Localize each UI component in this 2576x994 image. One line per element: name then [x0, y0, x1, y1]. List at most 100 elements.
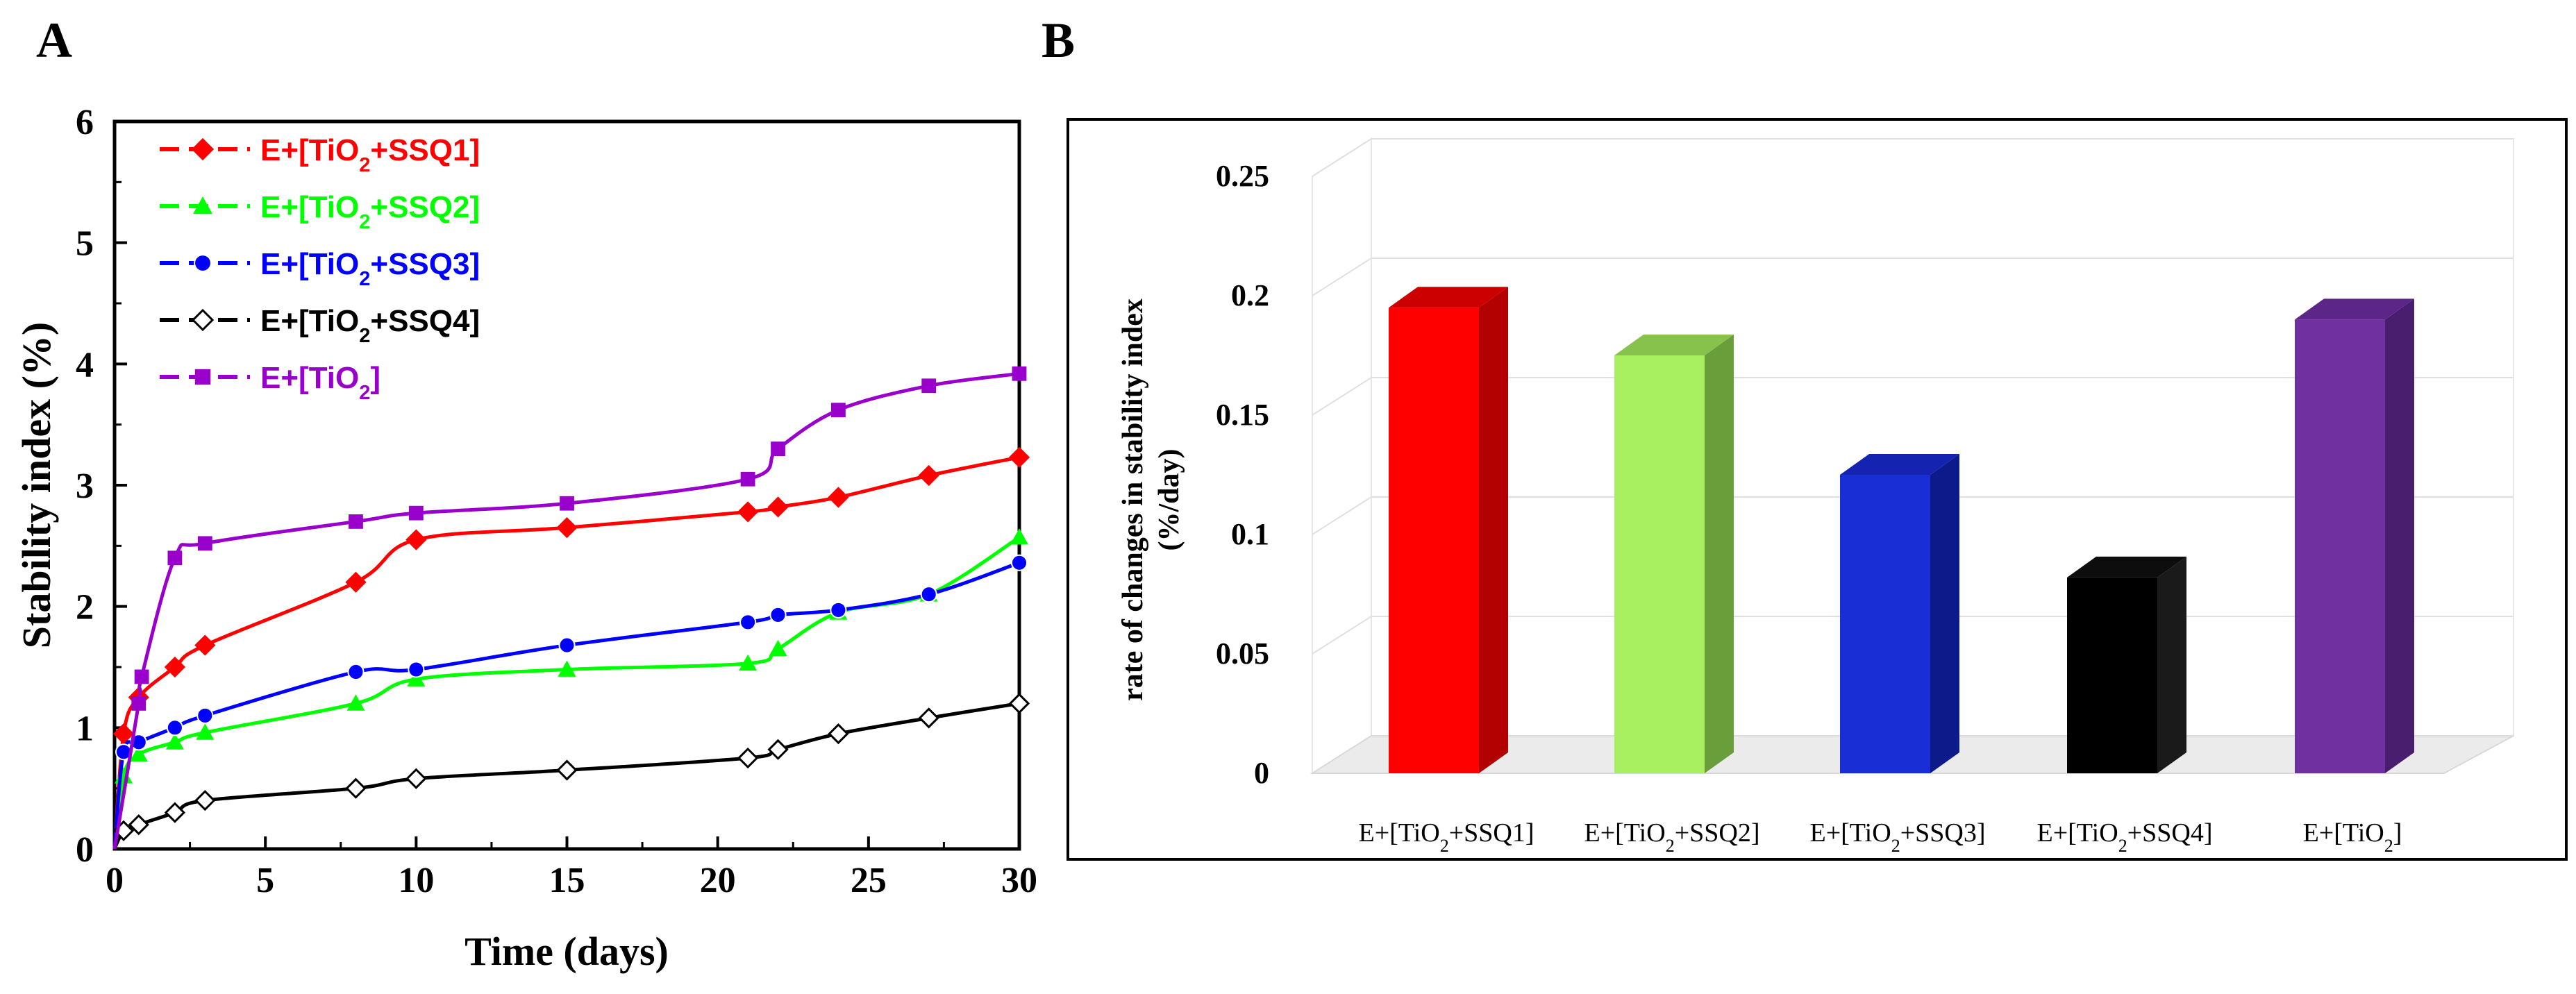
bar-side-3	[1930, 454, 1959, 773]
data-point	[194, 634, 216, 656]
data-point	[1010, 554, 1028, 571]
bar-side-1	[1479, 287, 1508, 773]
data-point	[769, 639, 787, 657]
bar-chart-b: 00.050.10.150.20.25 E+[TiO2+SSQ1] E+[TiO2…	[1067, 118, 2568, 861]
gridline-side	[1312, 258, 1372, 296]
bars-b	[1389, 287, 2414, 773]
category-label-5: E+[TiO2]	[2303, 818, 2402, 856]
data-point	[191, 308, 215, 332]
data-point	[115, 767, 133, 784]
data-point	[164, 802, 185, 823]
y-axis-title-a: Stability index (%)	[14, 322, 59, 649]
x-tick-label-a: 20	[700, 861, 736, 900]
gridline-side	[1312, 377, 1372, 416]
data-point	[828, 487, 849, 508]
y-tick-label-a: 3	[76, 466, 94, 506]
data-point	[112, 723, 135, 745]
bar-5	[2295, 319, 2385, 773]
data-point	[405, 529, 427, 550]
x-tick-label-a: 10	[398, 861, 434, 900]
data-point	[771, 441, 785, 456]
legend-label: E+[TiO2+SSQ1]	[260, 133, 480, 176]
bar-1	[1389, 308, 1479, 773]
x-tick-label-a: 0	[106, 861, 124, 900]
data-point	[737, 501, 759, 523]
data-point	[194, 790, 216, 811]
data-point	[164, 656, 185, 678]
data-point	[740, 471, 755, 487]
data-point	[556, 517, 578, 539]
legend-label: E+[TiO2+SSQ2]	[260, 190, 480, 233]
data-point	[767, 496, 789, 518]
x-tick-label-a: 15	[549, 861, 585, 900]
data-point	[558, 637, 576, 654]
x-tick-label-a: 25	[851, 861, 887, 900]
data-point	[134, 669, 149, 684]
data-point	[558, 660, 576, 677]
legend-a: E+[TiO2+SSQ1] E+[TiO2+SSQ2] E+[TiO2+SSQ3] E…	[160, 133, 480, 404]
data-point	[556, 759, 578, 781]
y-axis-title-b-line1: rate of changes in stability index	[1117, 298, 1149, 701]
y-tick-label-a: 1	[76, 709, 94, 748]
y-tick-label-a: 5	[76, 224, 94, 264]
data-point	[737, 747, 759, 769]
x-tick-label-a: 5	[256, 861, 274, 900]
y-tick-labels-b: 0 0.05 0.1 0.15 0.2 0.25	[1216, 159, 1269, 790]
legend-label: E+[TiO2]	[260, 361, 380, 404]
data-point	[1008, 693, 1030, 714]
data-point	[165, 733, 184, 750]
data-point	[197, 536, 212, 551]
data-point	[194, 254, 212, 272]
legend-label: E+[TiO2+SSQ3]	[260, 247, 480, 290]
data-point	[128, 814, 149, 836]
series-lines-a	[112, 366, 1030, 850]
bar-side-5	[2385, 298, 2414, 773]
bar-4	[2067, 577, 2157, 773]
legend-label: E+[TiO2+SSQ4]	[260, 304, 480, 347]
axis-ticks-a: 0 5 10 15 20 25 30 0 1 2 3 4 5 6	[76, 103, 1037, 900]
bar-2	[1614, 355, 1705, 773]
data-point	[560, 496, 574, 511]
y-tick-label-a: 2	[76, 588, 94, 627]
data-point	[739, 654, 758, 671]
data-point	[1010, 528, 1028, 545]
y-tick-label-b: 0.05	[1216, 637, 1269, 671]
y-tick-label-b: 0.1	[1231, 517, 1269, 551]
data-point	[405, 768, 427, 789]
x-tick-label-a: 30	[1001, 861, 1037, 900]
data-point	[918, 707, 939, 729]
category-labels-b: E+[TiO2+SSQ1] E+[TiO2+SSQ2] E+[TiO2+SSQ3] E…	[1359, 818, 2402, 856]
data-point	[166, 719, 183, 736]
bar-top-2	[1614, 335, 1734, 355]
series-line-2	[112, 535, 1021, 850]
data-point	[129, 745, 148, 762]
y-tick-label-a: 6	[76, 103, 94, 142]
data-point	[918, 464, 939, 487]
data-point	[769, 606, 787, 623]
data-point	[920, 586, 937, 603]
data-point	[345, 571, 367, 593]
category-label-2: E+[TiO2+SSQ2]	[1584, 818, 1760, 856]
data-point	[347, 663, 365, 681]
y-tick-label-b: 0.2	[1231, 278, 1269, 312]
data-point	[196, 707, 214, 724]
data-point	[131, 696, 147, 711]
side-wall	[1312, 137, 1372, 775]
category-label-3: E+[TiO2+SSQ3]	[1810, 818, 1986, 856]
data-point	[831, 403, 846, 418]
data-point	[346, 694, 365, 711]
bar-side-4	[2157, 556, 2186, 773]
data-point	[830, 601, 847, 618]
data-point	[196, 723, 215, 740]
data-point	[167, 550, 183, 566]
bar-3	[1840, 475, 1930, 773]
x-axis-title-a: Time (days)	[465, 929, 669, 974]
data-point	[408, 661, 425, 678]
y-tick-label-b: 0	[1254, 756, 1269, 790]
y-axis-title-b-line2: (%/day)	[1153, 449, 1185, 551]
y-tick-label-b: 0.15	[1216, 398, 1269, 432]
bar-top-1	[1389, 287, 1508, 308]
data-point	[194, 369, 211, 385]
data-point	[1012, 366, 1027, 381]
data-point	[739, 614, 757, 631]
